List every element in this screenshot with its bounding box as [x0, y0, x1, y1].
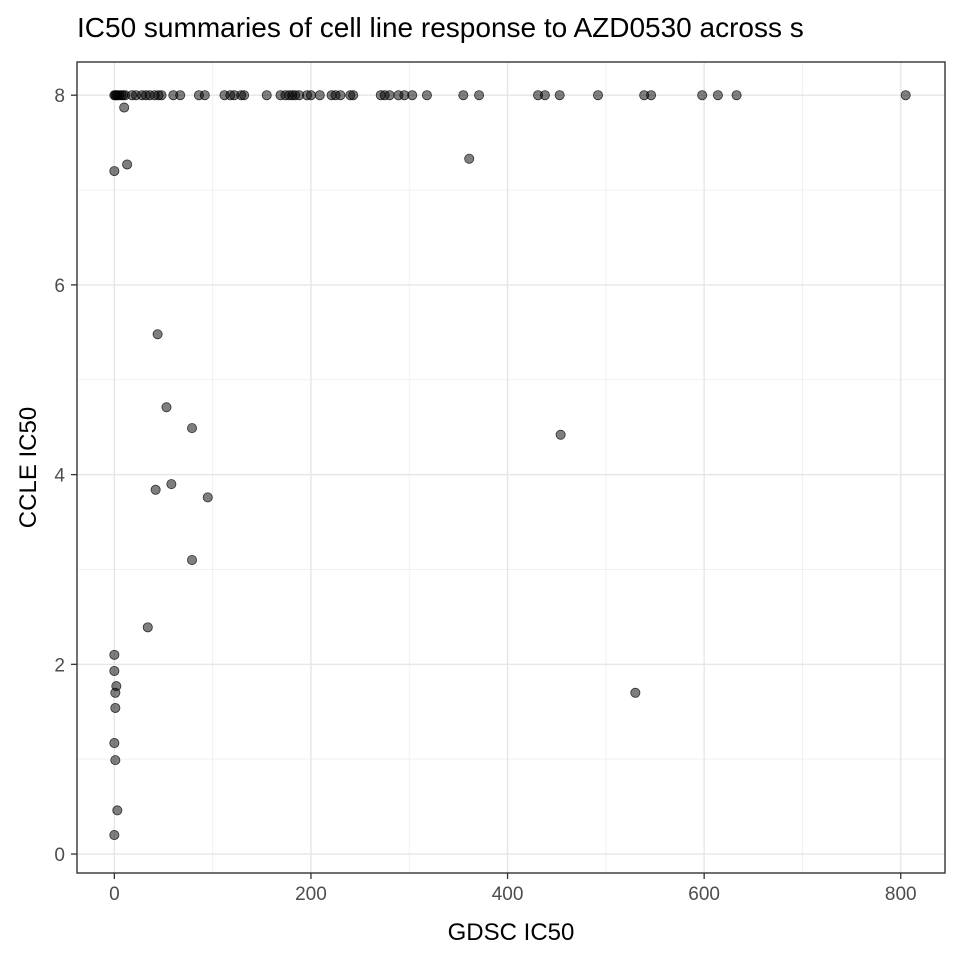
data-point: [900, 90, 911, 101]
data-point: [474, 90, 485, 101]
data-point: [421, 90, 432, 101]
data-point: [152, 329, 163, 340]
data-point: [187, 554, 198, 565]
y-tick-label: 8: [54, 86, 65, 107]
data-point: [122, 159, 133, 170]
data-point: [555, 429, 566, 440]
data-point: [175, 90, 186, 101]
data-point: [109, 166, 120, 177]
data-point: [539, 90, 550, 101]
data-point: [335, 90, 346, 101]
data-point: [554, 90, 565, 101]
data-point: [697, 90, 708, 101]
data-point: [592, 90, 603, 101]
plot-border: [76, 61, 946, 874]
data-point: [109, 738, 120, 749]
data-point: [199, 90, 210, 101]
data-point: [150, 484, 161, 495]
y-tick-label: 4: [54, 466, 65, 487]
data-point: [464, 153, 475, 164]
data-point: [142, 622, 153, 633]
chart-title: IC50 summaries of cell line response to …: [77, 12, 804, 43]
data-point: [112, 805, 123, 816]
data-point: [202, 492, 213, 503]
x-tick-label: 200: [295, 884, 327, 905]
data-point: [109, 665, 120, 676]
x-tick-label: 600: [688, 884, 720, 905]
data-point: [109, 830, 120, 841]
y-tick-label: 0: [54, 845, 65, 866]
data-point: [458, 90, 469, 101]
x-tick-label: 400: [492, 884, 524, 905]
data-point: [348, 90, 359, 101]
data-point: [407, 90, 418, 101]
plot-panel: [77, 62, 945, 873]
x-axis-label: GDSC IC50: [448, 919, 575, 946]
data-point: [110, 755, 121, 766]
data-point: [239, 90, 250, 101]
data-point: [314, 90, 325, 101]
data-point: [156, 90, 167, 101]
data-point: [384, 90, 395, 101]
data-point: [166, 479, 177, 490]
data-point: [110, 687, 121, 698]
data-point: [109, 649, 120, 660]
x-tick-label: 800: [885, 884, 917, 905]
data-point: [161, 402, 172, 413]
data-point: [630, 687, 641, 698]
x-tick-label: 0: [109, 884, 120, 905]
data-point: [305, 90, 316, 101]
data-point: [261, 90, 272, 101]
y-axis-label: CCLE IC50: [15, 407, 42, 528]
data-point: [110, 702, 121, 713]
data-point: [187, 423, 198, 434]
y-tick-label: 6: [54, 276, 65, 297]
data-point: [731, 90, 742, 101]
y-tick-label: 2: [54, 655, 65, 676]
data-point: [646, 90, 657, 101]
data-point: [119, 102, 130, 113]
data-point: [712, 90, 723, 101]
